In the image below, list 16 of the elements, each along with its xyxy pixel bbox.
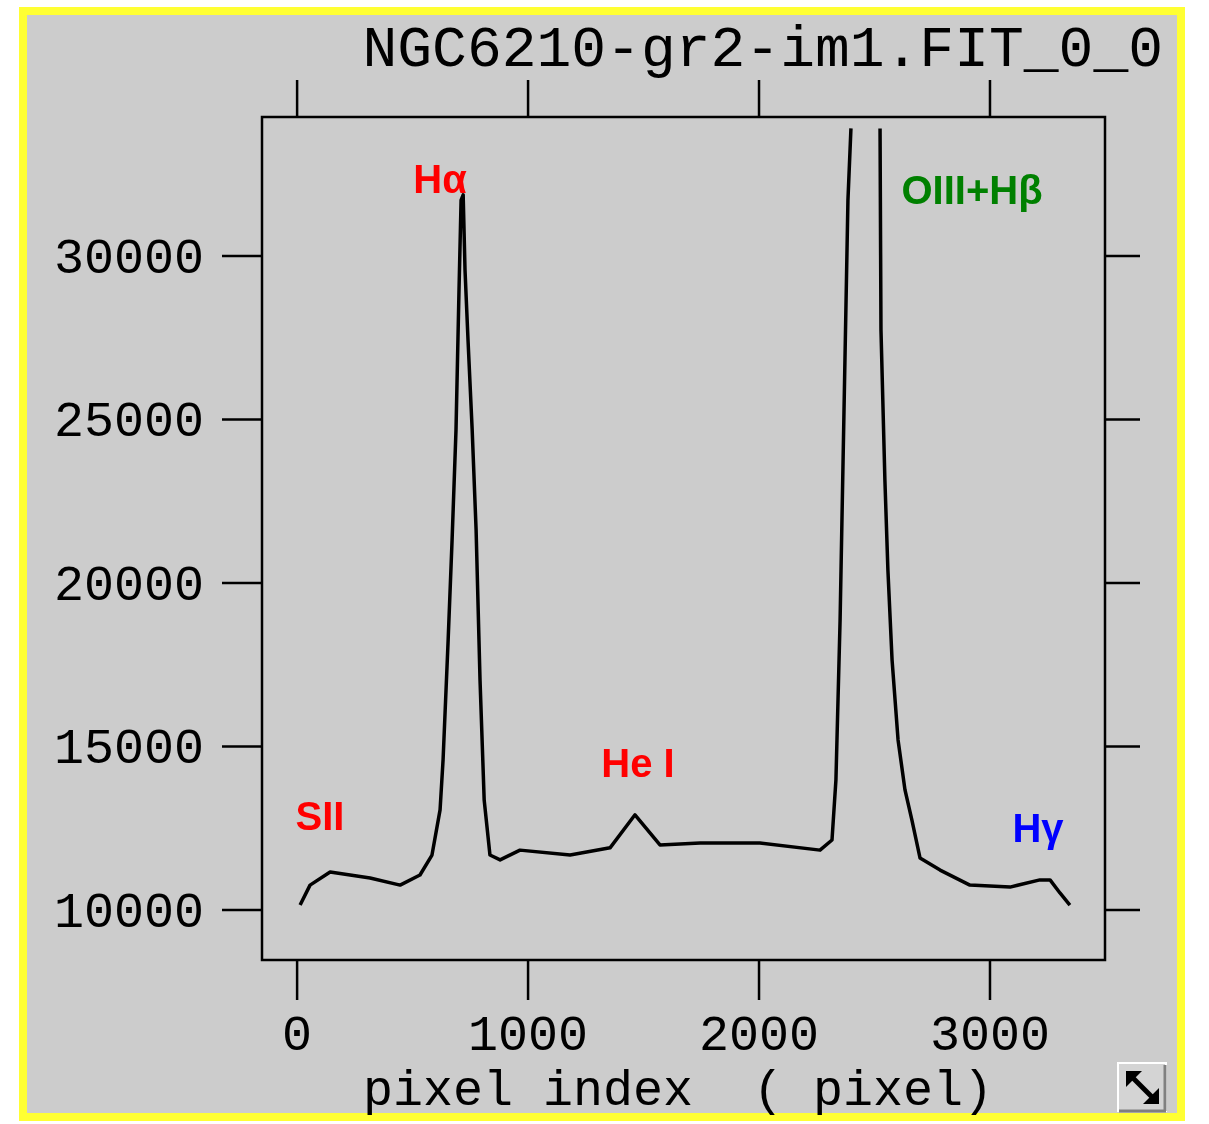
y-tick-label: 25000 (53, 394, 204, 452)
chart-title: NGC6210-gr2-im1.FIT_0_0 (362, 18, 1163, 83)
x-tick-label: 1000 (468, 1008, 589, 1065)
x-tick-label: 0 (282, 1008, 313, 1065)
annotation: He I (601, 741, 675, 785)
x-axis-title: pixel index ( pixel) (362, 1063, 994, 1120)
annotation: Hγ (1012, 806, 1065, 850)
y-tick-label: 20000 (53, 557, 204, 615)
y-tick-label: 15000 (53, 721, 204, 779)
annotation: SII (295, 794, 345, 838)
y-tick-label: 10000 (53, 884, 204, 942)
y-tick-label: 30000 (53, 230, 204, 288)
x-tick-label: 3000 (929, 1008, 1050, 1065)
annotation: OIII+Hβ (901, 168, 1043, 212)
x-tick-label: 2000 (699, 1008, 820, 1065)
annotation: Hα (413, 157, 468, 201)
